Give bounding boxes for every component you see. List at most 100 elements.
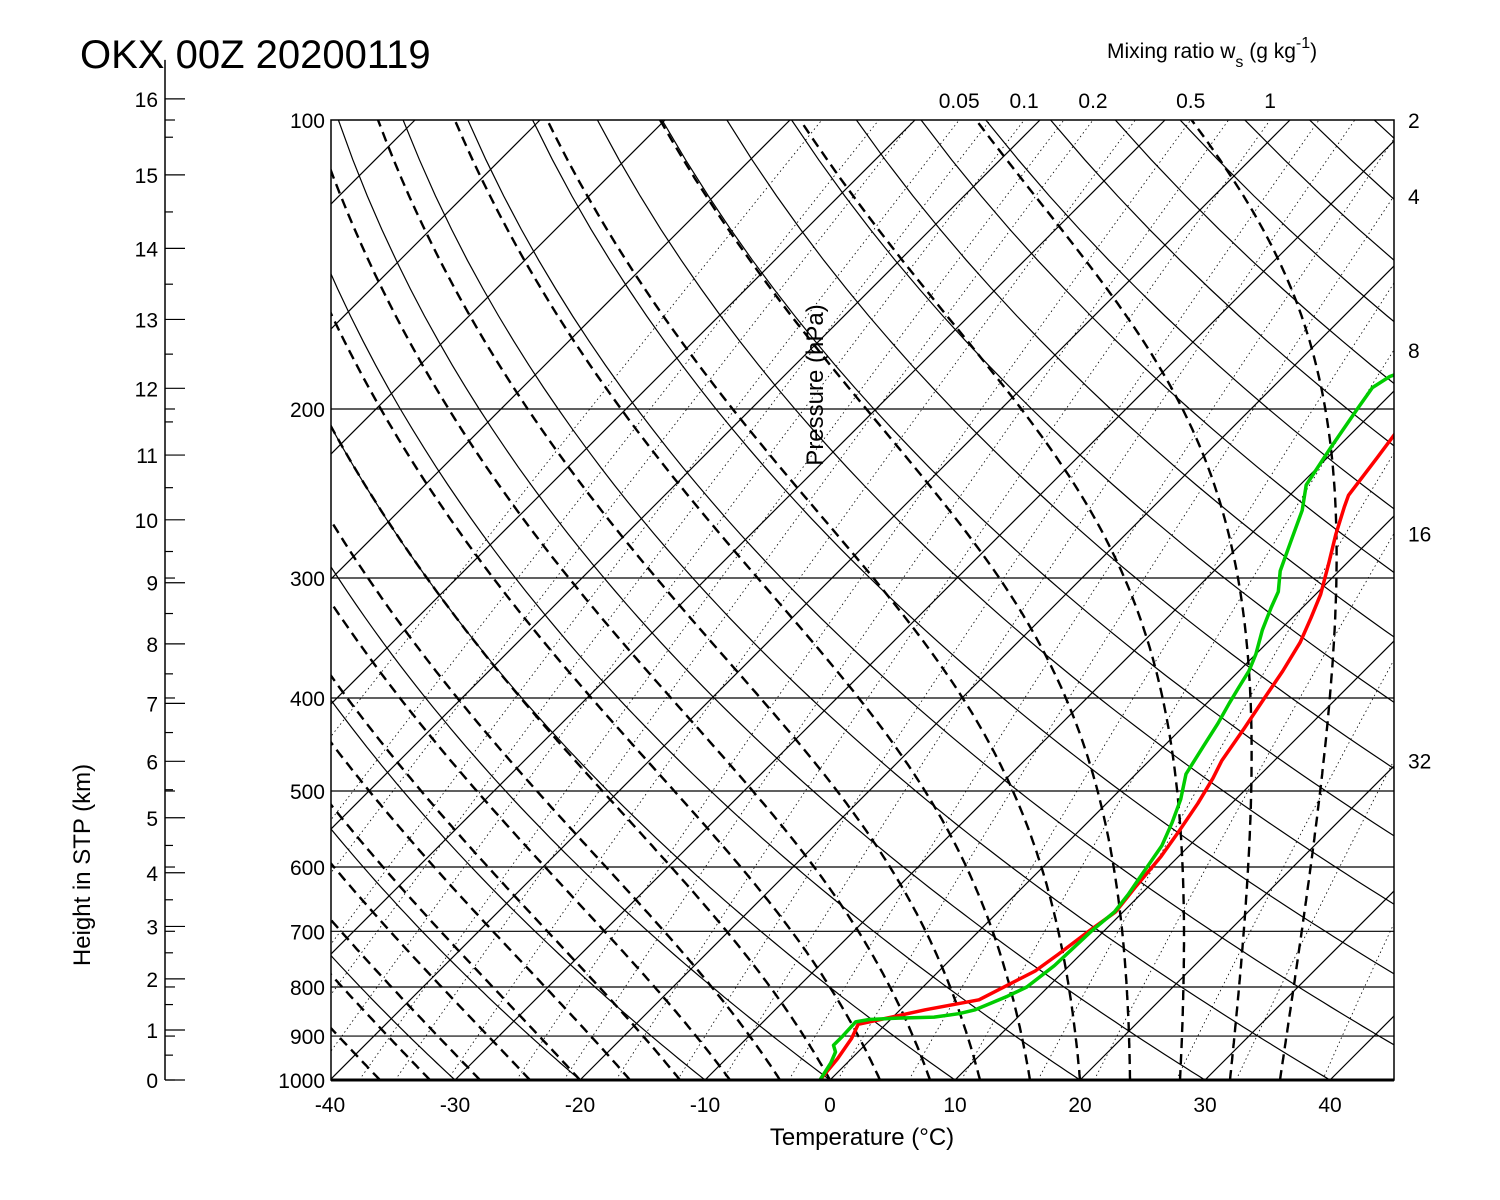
moist-adiabat-line [546, 120, 1082, 1080]
dry-adiabat-line [331, 954, 456, 1080]
pressure-tick-label: 400 [290, 688, 325, 711]
mixing-ratio-label-sub: s [1235, 54, 1243, 71]
sounding-line [818, 432, 1394, 1080]
height-tick-label: 8 [146, 634, 158, 657]
isotherm-line [0, 120, 290, 1080]
moist-adiabat-line [331, 310, 882, 1080]
height-tick-label: 16 [135, 89, 158, 112]
isotherm-line [331, 120, 1291, 1080]
dry-adiabat-line [661, 120, 1394, 837]
dry-adiabat-line [985, 120, 1394, 510]
mixing-ratio-line [788, 138, 1394, 1080]
moist-adiabat-line [331, 600, 731, 1080]
sounding-line [818, 373, 1394, 1080]
mixing-ratio-line [1093, 532, 1394, 1080]
mixing-ratio-top-label: 0.05 [939, 90, 980, 113]
height-tick-label: 10 [135, 510, 158, 533]
x-tick-label: -40 [315, 1094, 345, 1117]
x-tick-label: 40 [1318, 1094, 1341, 1117]
mixing-ratio-side-label: 32 [1408, 750, 1431, 773]
moist-adiabat-line [1190, 120, 1338, 1080]
mixing-ratio-side-label: 2 [1408, 110, 1420, 133]
sounding-profiles [818, 373, 1394, 1080]
x-axis-label: Temperature (°C) [770, 1124, 954, 1151]
height-tick-label: 5 [146, 808, 158, 831]
mixing-ratio-label: Mixing ratio ws (g kg-1) [1107, 35, 1317, 71]
mixing-ratio-label-close: ) [1310, 40, 1317, 63]
pressure-tick-label: 100 [290, 110, 325, 133]
mixing-ratio-line [961, 349, 1394, 1080]
plot-frame [330, 119, 1395, 1081]
x-tick-label: -10 [690, 1094, 720, 1117]
x-tick-label: 20 [1068, 1094, 1091, 1117]
mixing-ratio-line [1175, 658, 1394, 1080]
isotherm-line [331, 120, 666, 455]
isotherm-line [704, 390, 1394, 1080]
mixing-ratio-tick-labels: 0.05 0.1 0.2 0.5 1 2 4 8 16 32 [939, 90, 1432, 773]
isotherm-line [1204, 890, 1394, 1080]
dry-adiabat-line [1373, 120, 1394, 139]
isotherm-line [454, 140, 1394, 1080]
height-tick-label: 12 [135, 378, 158, 401]
height-tick-label: 2 [146, 969, 158, 992]
dry-adiabat-line [596, 120, 1394, 905]
moist-adiabat-line [376, 120, 982, 1080]
moist-adiabat-line [331, 518, 781, 1080]
isotherm-line [331, 120, 541, 330]
moist-adiabat-line [331, 673, 681, 1080]
isotherm-line [579, 265, 1394, 1080]
mixing-ratio-side-label: 16 [1408, 523, 1431, 546]
dry-adiabat-line [791, 120, 1394, 704]
mixing-ratio-line [908, 282, 1394, 1080]
moist-adiabats [331, 120, 1338, 1080]
dry-adiabat-line [337, 120, 1206, 1080]
y-axis-label: Pressure (hPa) [802, 304, 829, 465]
dry-adiabat-line [1309, 120, 1394, 200]
mixing-ratio-line [516, 120, 1192, 1080]
dry-adiabat-line [467, 120, 1394, 1046]
pressure-tick-label: 600 [290, 857, 325, 880]
height-tick-label: 1 [146, 1020, 158, 1043]
x-tick-labels: -40 -30 -20 -10 0 10 20 30 40 [315, 1094, 1342, 1117]
dry-adiabat-line [1179, 120, 1394, 323]
dry-adiabat-line [1114, 120, 1394, 385]
mixing-ratio-line [331, 120, 914, 874]
mixing-ratio-line [677, 120, 1320, 1080]
pressure-tick-label: 900 [290, 1026, 325, 1049]
dry-adiabat-line [402, 120, 1331, 1080]
isotherm-line [1455, 120, 1500, 1080]
mixing-ratio-line [331, 120, 823, 737]
moist-adiabat-line [331, 167, 932, 1080]
dry-adiabat-line [920, 120, 1394, 574]
pressure-tick-label: 700 [290, 921, 325, 944]
mixing-ratio-top-label: 0.5 [1176, 90, 1205, 113]
isotherm-line [331, 120, 1166, 955]
mixing-ratio-top-label: 0.1 [1010, 90, 1039, 113]
mixing-ratio-line [563, 120, 1229, 1080]
pressure-tick-label: 800 [290, 977, 325, 1000]
chart-title: OKX 00Z 20200119 [80, 33, 431, 77]
mixing-ratio-side-label: 4 [1408, 186, 1420, 209]
moist-adiabat-line [659, 120, 1132, 1080]
mixing-ratio-label-sup: -1 [1296, 35, 1310, 52]
pressure-tick-labels: 100 200 300 400 500 600 700 800 900 1000 [278, 110, 325, 1093]
mixing-ratio-label-units: (g kg [1243, 40, 1296, 63]
dry-adiabat-line [1439, 120, 1500, 1080]
pressure-tick-label: 300 [290, 568, 325, 591]
pressure-tick-label: 500 [290, 781, 325, 804]
height-tick-label: 14 [135, 238, 159, 261]
height-tick-label: 0 [146, 1070, 158, 1093]
mixing-ratio-side-label: 8 [1408, 340, 1420, 363]
height-tick-label: 11 [136, 445, 158, 468]
pressure-tick-label: 1000 [278, 1070, 325, 1093]
height-axis-label: Height in STP (km) [69, 764, 96, 966]
isotherm-line [331, 120, 1041, 830]
isotherm-line [331, 120, 791, 580]
height-tick-label: 15 [135, 165, 158, 188]
dry-adiabat-line [855, 120, 1394, 638]
dry-adiabat-line [331, 699, 706, 1080]
isotherm-line [1329, 1015, 1394, 1080]
x-tick-label: 10 [943, 1094, 966, 1117]
dry-adiabat-line [331, 272, 1081, 1080]
